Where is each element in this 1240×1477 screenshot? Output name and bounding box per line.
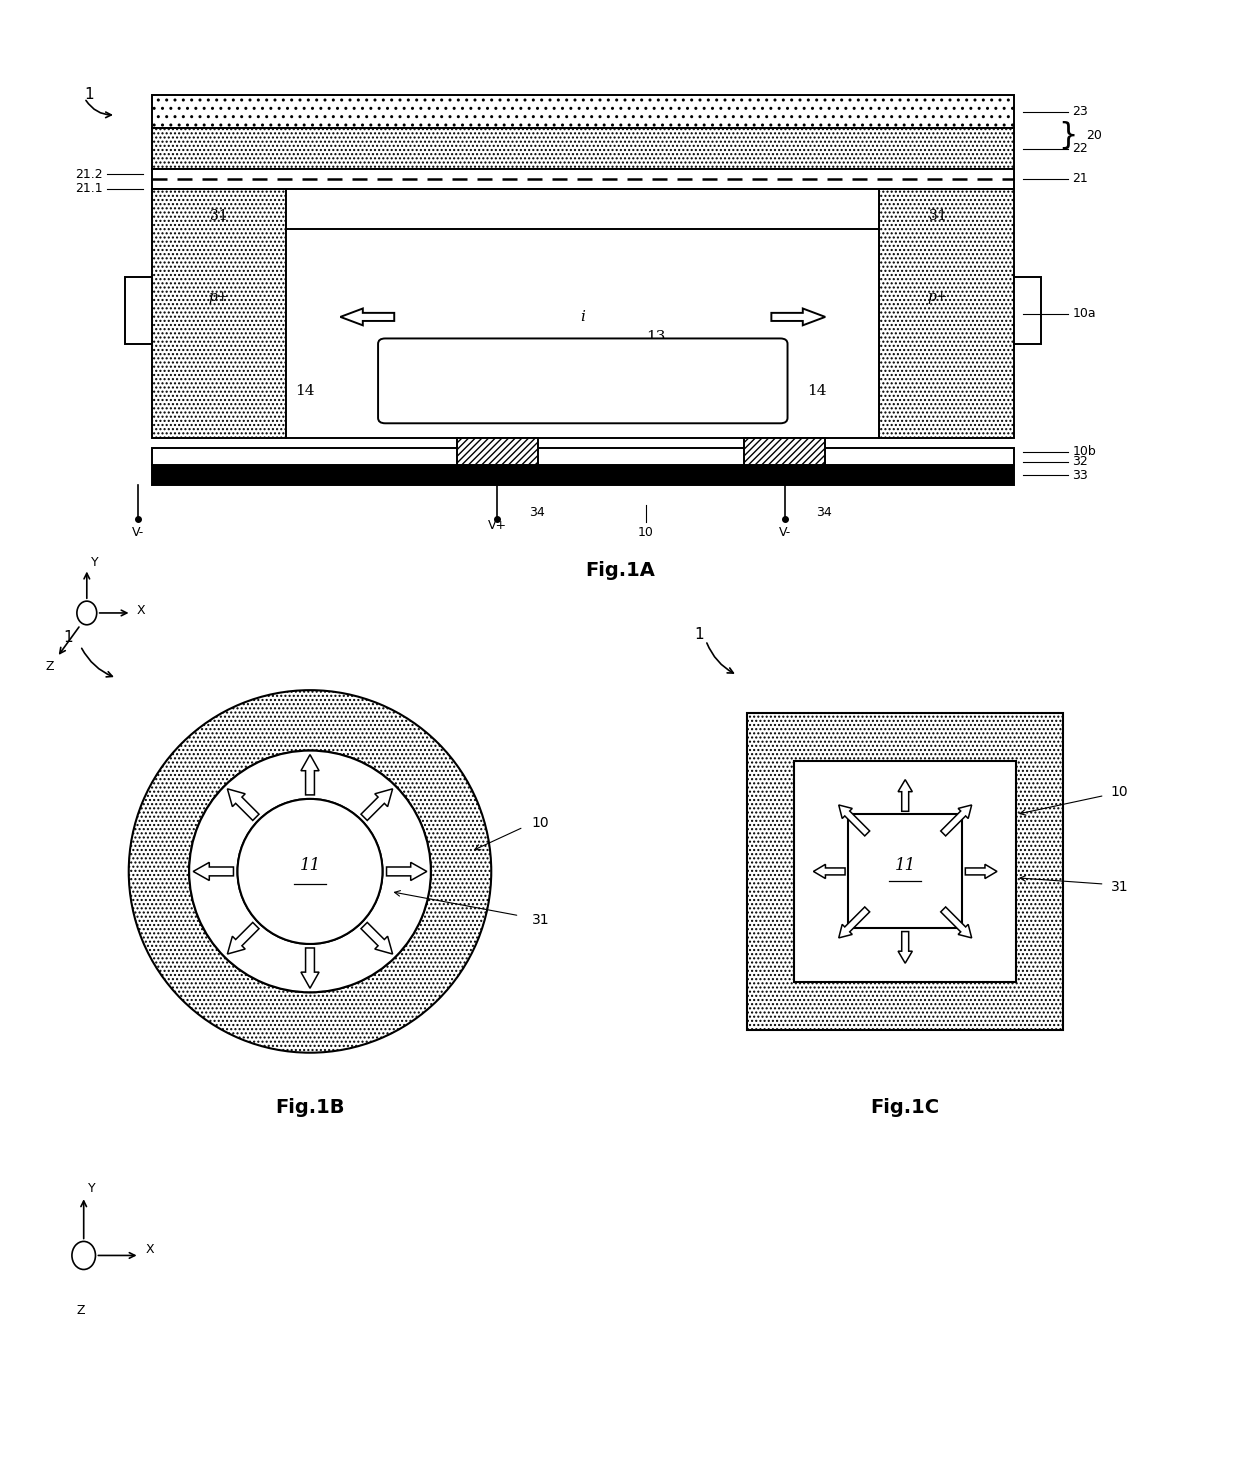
Text: n+: n+ [572,371,594,384]
Text: Z: Z [77,1304,84,1317]
Text: 31: 31 [211,208,228,223]
Text: 11: 11 [894,857,916,873]
Text: V-: V- [133,526,144,539]
Bar [125,276,151,344]
Polygon shape [227,789,259,820]
Bar [1014,276,1040,344]
Text: p+: p+ [928,289,947,304]
Wedge shape [190,750,430,993]
Text: Fig.1C: Fig.1C [870,1099,940,1117]
Text: Fig.1A: Fig.1A [585,561,655,580]
Text: 10: 10 [532,817,549,830]
Bar [458,439,538,465]
Text: X: X [136,604,145,616]
Wedge shape [129,690,491,1053]
Text: 22: 22 [1073,142,1087,155]
Text: 10: 10 [1111,786,1128,799]
Text: 31: 31 [929,208,946,223]
Text: 1: 1 [63,631,73,645]
Text: 21: 21 [1073,173,1087,186]
Text: 32: 32 [1073,455,1087,468]
Bar [151,465,1014,486]
Text: 12: 12 [646,199,675,213]
Bar [744,439,826,465]
Text: V-: V- [779,526,791,539]
Bar [151,95,1014,128]
Bar [151,189,286,439]
Text: 34: 34 [529,505,544,518]
Text: 11: 11 [646,371,675,384]
Polygon shape [941,805,972,836]
Polygon shape [838,907,869,938]
Polygon shape [771,309,826,325]
Polygon shape [227,923,259,954]
Bar [151,448,1014,465]
Text: Z: Z [46,660,53,672]
Polygon shape [838,805,869,836]
Text: Y: Y [88,1183,95,1195]
Text: 20: 20 [1086,128,1101,142]
Text: Fig.1B: Fig.1B [275,1099,345,1117]
Text: 31: 31 [1111,880,1128,894]
Text: }: } [1059,121,1078,149]
Bar [795,761,1016,982]
Text: p+: p+ [572,199,594,213]
Polygon shape [898,780,913,811]
Text: X: X [146,1244,154,1257]
Text: 11: 11 [299,857,321,874]
Text: 34: 34 [816,505,832,518]
Text: 21.2: 21.2 [74,168,103,180]
Polygon shape [941,907,972,938]
Text: 14: 14 [807,384,827,397]
Polygon shape [361,923,393,954]
FancyBboxPatch shape [378,338,787,424]
Polygon shape [813,864,846,879]
Text: 1: 1 [694,626,704,641]
Text: 14: 14 [295,384,315,397]
Bar [151,168,1014,189]
Polygon shape [898,932,913,963]
Circle shape [238,799,382,944]
Bar [151,128,1014,168]
Polygon shape [301,948,319,988]
Bar [848,814,962,929]
Text: Y: Y [91,557,98,569]
Text: i: i [580,310,585,323]
Text: 10a: 10a [1073,307,1096,321]
Text: 10b: 10b [1073,445,1096,458]
Polygon shape [965,864,997,879]
Bar [746,713,1064,1029]
Text: V+: V+ [487,518,507,532]
Text: p+: p+ [208,289,229,304]
Bar [879,189,1014,439]
Polygon shape [340,309,394,325]
Bar [286,189,879,229]
Text: 10: 10 [637,526,653,539]
Polygon shape [361,789,393,820]
Polygon shape [301,755,319,795]
Text: 33: 33 [1073,468,1087,482]
Text: 1: 1 [84,87,94,102]
Text: 13: 13 [646,329,665,344]
Polygon shape [193,863,233,880]
Bar [286,189,879,439]
Polygon shape [387,863,427,880]
Text: 31: 31 [532,913,549,926]
Text: 23: 23 [1073,105,1087,118]
Bar [795,761,1016,982]
Text: 21.1: 21.1 [74,183,103,195]
